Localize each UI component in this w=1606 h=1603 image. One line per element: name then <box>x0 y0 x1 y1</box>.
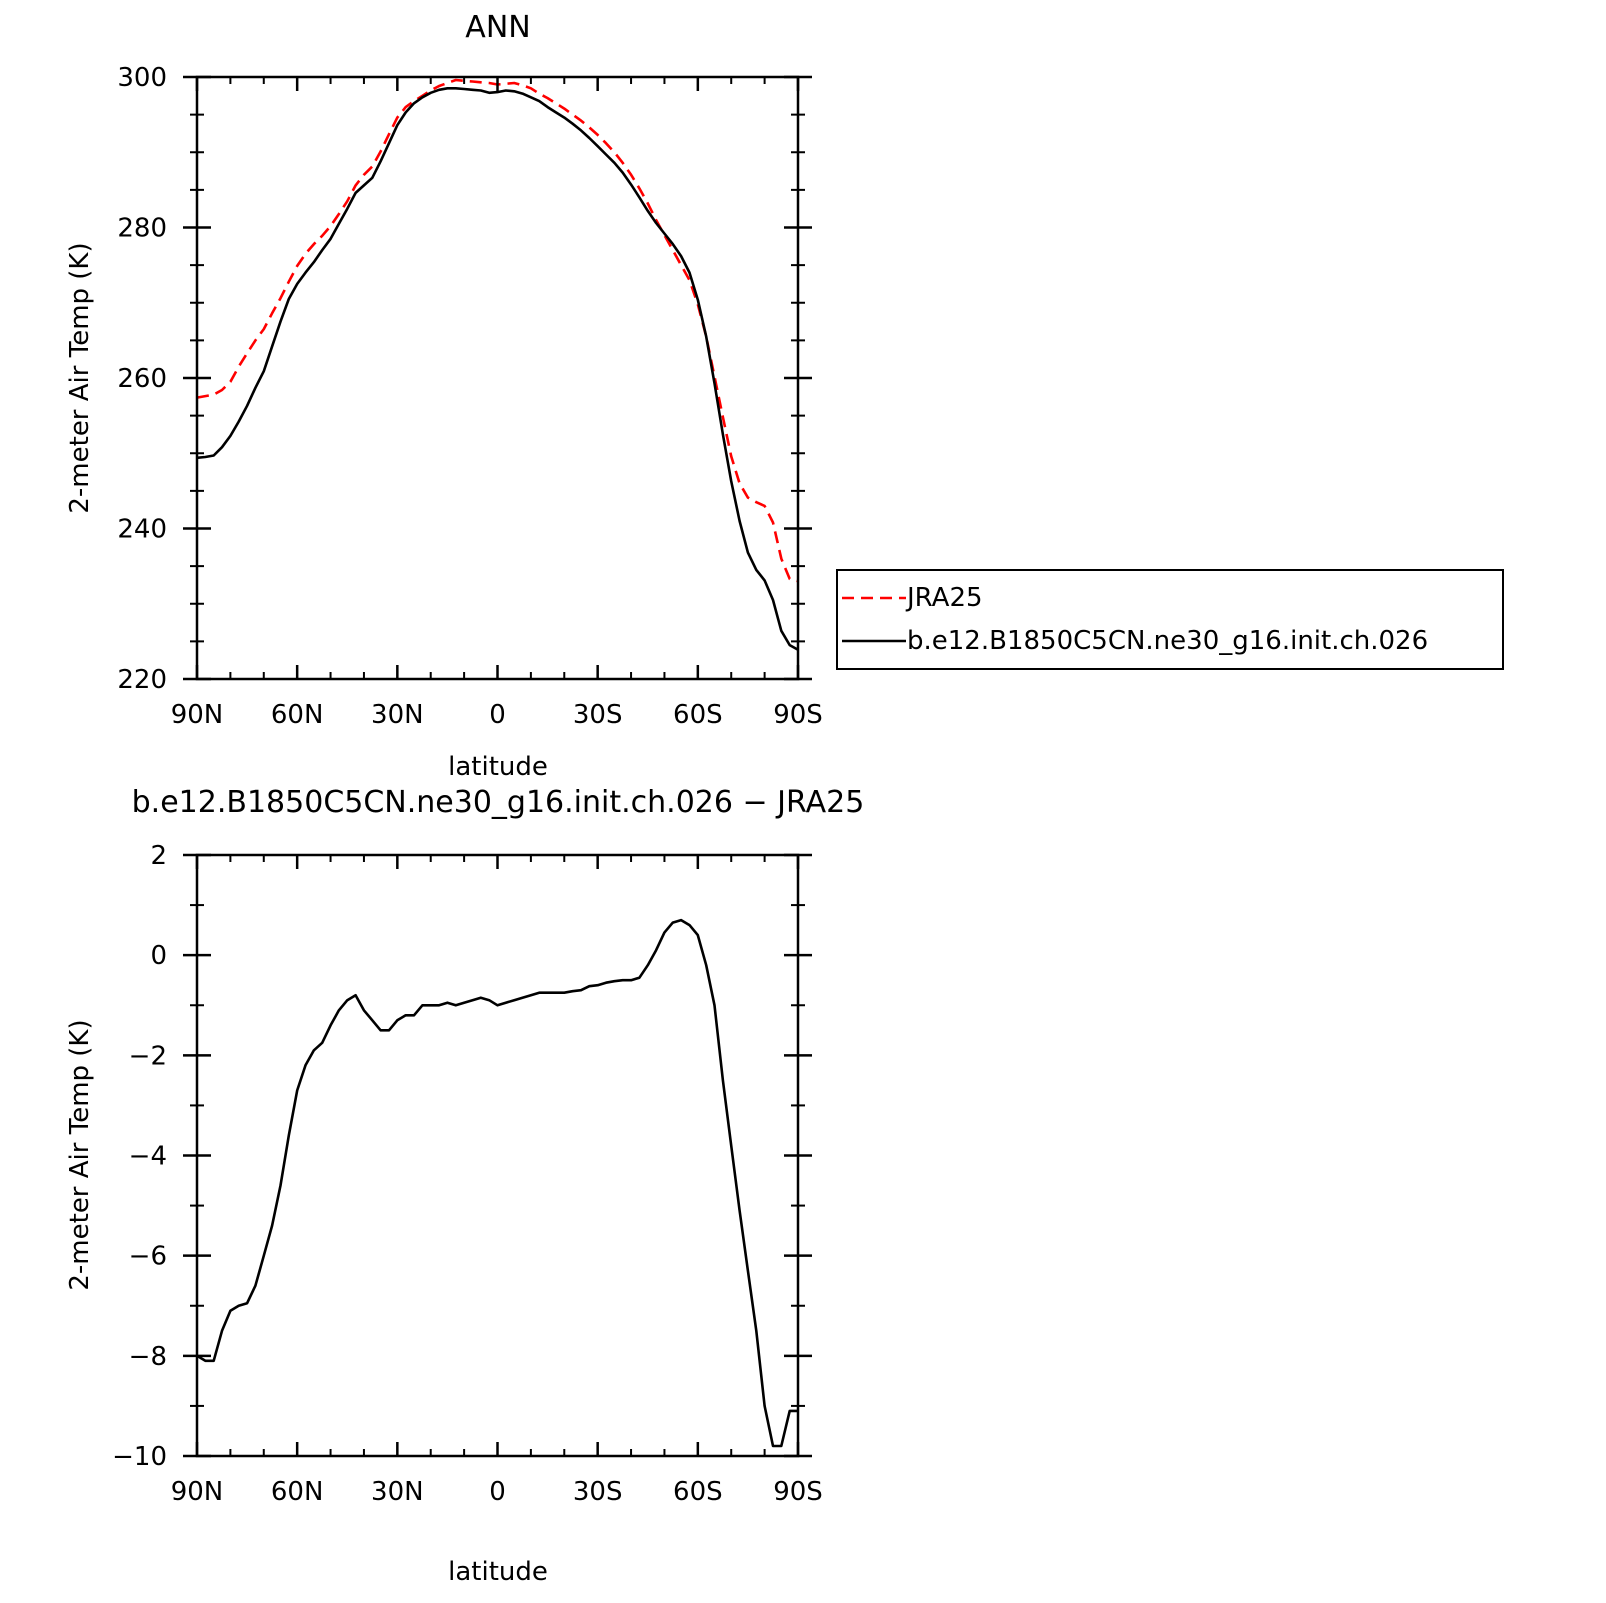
bottom-x-tick-label: 0 <box>489 1477 506 1507</box>
top-x-axis-label: latitude <box>448 752 548 782</box>
bottom-x-axis-label: latitude <box>448 1557 548 1587</box>
top-y-tick-label: 240 <box>117 515 167 545</box>
bottom-y-tick-label: −4 <box>129 1142 167 1172</box>
top-x-tick-label: 90N <box>171 700 224 730</box>
bottom-axis-ticks: 90N 60N 30N 0 30S 60S 90S −10 −8 −6 −4 −2 0 2 <box>112 841 823 1507</box>
top-x-tick-label: 0 <box>489 700 506 730</box>
bottom-x-tick-label: 60S <box>673 1477 723 1507</box>
bottom-series-group <box>196 918 798 1448</box>
bottom-x-tick-label: 60N <box>271 1477 324 1507</box>
top-x-tick-label: 30S <box>573 700 623 730</box>
bottom-y-tick-label: −2 <box>129 1041 167 1071</box>
top-chart-title: ANN <box>465 10 530 45</box>
top-series-line-b-e12-b1850c5cn-ne30-g16-init-ch-026 <box>196 87 799 651</box>
top-x-tick-label: 60S <box>673 700 723 730</box>
bottom-x-tick-label: 90S <box>773 1477 823 1507</box>
top-panel: ANN 90N 60N 30N 0 30S 60S 90S 220 240 260 280 300 l… <box>65 10 1504 782</box>
bottom-y-tick-label: 0 <box>150 941 167 971</box>
legend-box <box>836 569 1504 670</box>
bottom-y-tick-label: −8 <box>129 1342 167 1372</box>
bottom-y-tick-label: 2 <box>150 841 167 871</box>
bottom-x-tick-label: 30S <box>573 1477 623 1507</box>
bottom-panel: b.e12.B1850C5CN.ne30_g16.init.ch.026 − J… <box>65 785 864 1587</box>
legend-label-jra25: JRA25 <box>905 583 983 613</box>
top-y-tick-label: 280 <box>117 214 167 244</box>
top-y-axis-label: 2-meter Air Temp (K) <box>65 242 95 513</box>
top-series-line-jra25 <box>196 78 799 583</box>
top-x-tick-label: 30N <box>371 700 424 730</box>
bottom-series-line-difference <box>196 918 798 1448</box>
top-y-tick-label: 300 <box>117 63 167 93</box>
top-y-tick-label: 220 <box>117 665 167 695</box>
bottom-x-tick-label: 90N <box>171 1477 224 1507</box>
bottom-x-tick-label: 30N <box>371 1477 424 1507</box>
bottom-y-tick-label: −10 <box>112 1442 167 1472</box>
legend-label-model: b.e12.B1850C5CN.ne30_g16.init.ch.026 <box>907 626 1428 656</box>
top-plot-frame <box>195 75 800 681</box>
top-axis-ticks: 90N 60N 30N 0 30S 60S 90S 220 240 260 280 300 <box>117 63 822 730</box>
legend: JRA25 b.e12.B1850C5CN.ne30_g16.init.ch.0… <box>836 569 1504 670</box>
top-series-group <box>196 78 799 651</box>
bottom-plot-frame <box>195 853 800 1458</box>
bottom-y-axis-label: 2-meter Air Temp (K) <box>65 1019 95 1290</box>
top-x-tick-label: 60N <box>271 700 324 730</box>
top-x-tick-label: 90S <box>773 700 823 730</box>
bottom-y-tick-label: −6 <box>129 1242 167 1272</box>
bottom-chart-title: b.e12.B1850C5CN.ne30_g16.init.ch.026 − J… <box>132 785 865 820</box>
top-y-tick-label: 260 <box>117 364 167 394</box>
